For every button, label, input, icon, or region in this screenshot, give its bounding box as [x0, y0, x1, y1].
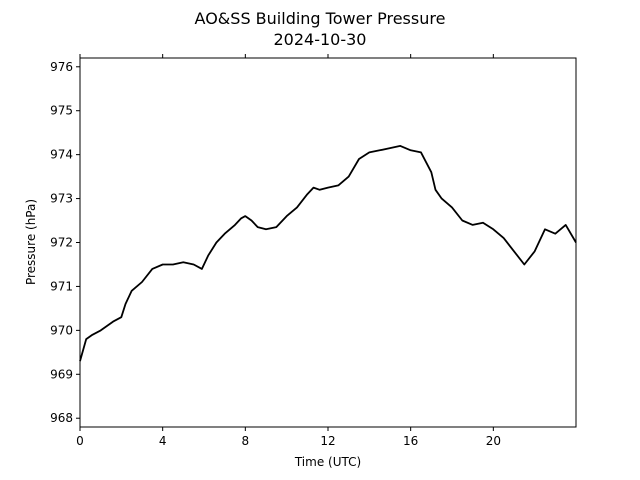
y-tick-label: 971: [50, 279, 73, 293]
y-tick-label: 970: [50, 323, 73, 337]
chart-title: AO&SS Building Tower Pressure: [195, 9, 446, 28]
chart-subtitle: 2024-10-30: [274, 30, 367, 49]
y-tick-label: 972: [50, 236, 73, 250]
plot-area: [79, 57, 577, 428]
y-tick-label: 974: [50, 148, 73, 162]
y-axis-label: Pressure (hPa): [24, 199, 38, 285]
y-tick-label: 975: [50, 104, 73, 118]
x-tick-label: 20: [486, 434, 501, 448]
y-tick-label: 973: [50, 192, 73, 206]
x-tick-label: 4: [159, 434, 167, 448]
x-tick-label: 16: [403, 434, 418, 448]
pressure-line: [79, 144, 577, 362]
plot-frame: [79, 57, 577, 428]
x-tick-label: 8: [242, 434, 250, 448]
y-tick-label: 969: [50, 367, 73, 381]
x-tick-label: 12: [320, 434, 335, 448]
x-axis-label: Time (UTC): [294, 455, 361, 469]
y-tick-label: 976: [50, 60, 73, 74]
x-tick-label: 0: [76, 434, 84, 448]
axis-ticks: 0 4 8 12 16 20 968 969 970 971 972 973 974 975 976: [50, 54, 501, 448]
y-tick-label: 968: [50, 411, 73, 425]
